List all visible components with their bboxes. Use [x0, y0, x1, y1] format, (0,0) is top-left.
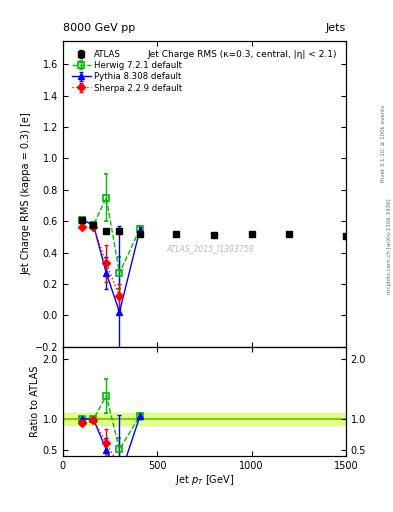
- Text: Jets: Jets: [325, 23, 346, 33]
- Text: Jet Charge RMS (κ=0.3, central, |η| < 2.1): Jet Charge RMS (κ=0.3, central, |η| < 2.…: [148, 50, 337, 59]
- Y-axis label: Ratio to ATLAS: Ratio to ATLAS: [30, 366, 40, 437]
- Text: Rivet 3.1.10, ≥ 100k events: Rivet 3.1.10, ≥ 100k events: [381, 105, 386, 182]
- Text: mcplots.cern.ch [arXiv:1306.3436]: mcplots.cern.ch [arXiv:1306.3436]: [387, 198, 391, 293]
- Text: 8000 GeV pp: 8000 GeV pp: [63, 23, 135, 33]
- Bar: [63, 413, 346, 425]
- Text: ATLAS_2015_I1393758: ATLAS_2015_I1393758: [166, 244, 254, 253]
- X-axis label: Jet $p_T$ [GeV]: Jet $p_T$ [GeV]: [175, 473, 234, 487]
- Y-axis label: Jet Charge RMS (kappa = 0.3) [e]: Jet Charge RMS (kappa = 0.3) [e]: [22, 112, 32, 275]
- Legend: ATLAS, Herwig 7.2.1 default, Pythia 8.308 default, Sherpa 2.2.9 default: ATLAS, Herwig 7.2.1 default, Pythia 8.30…: [70, 48, 184, 94]
